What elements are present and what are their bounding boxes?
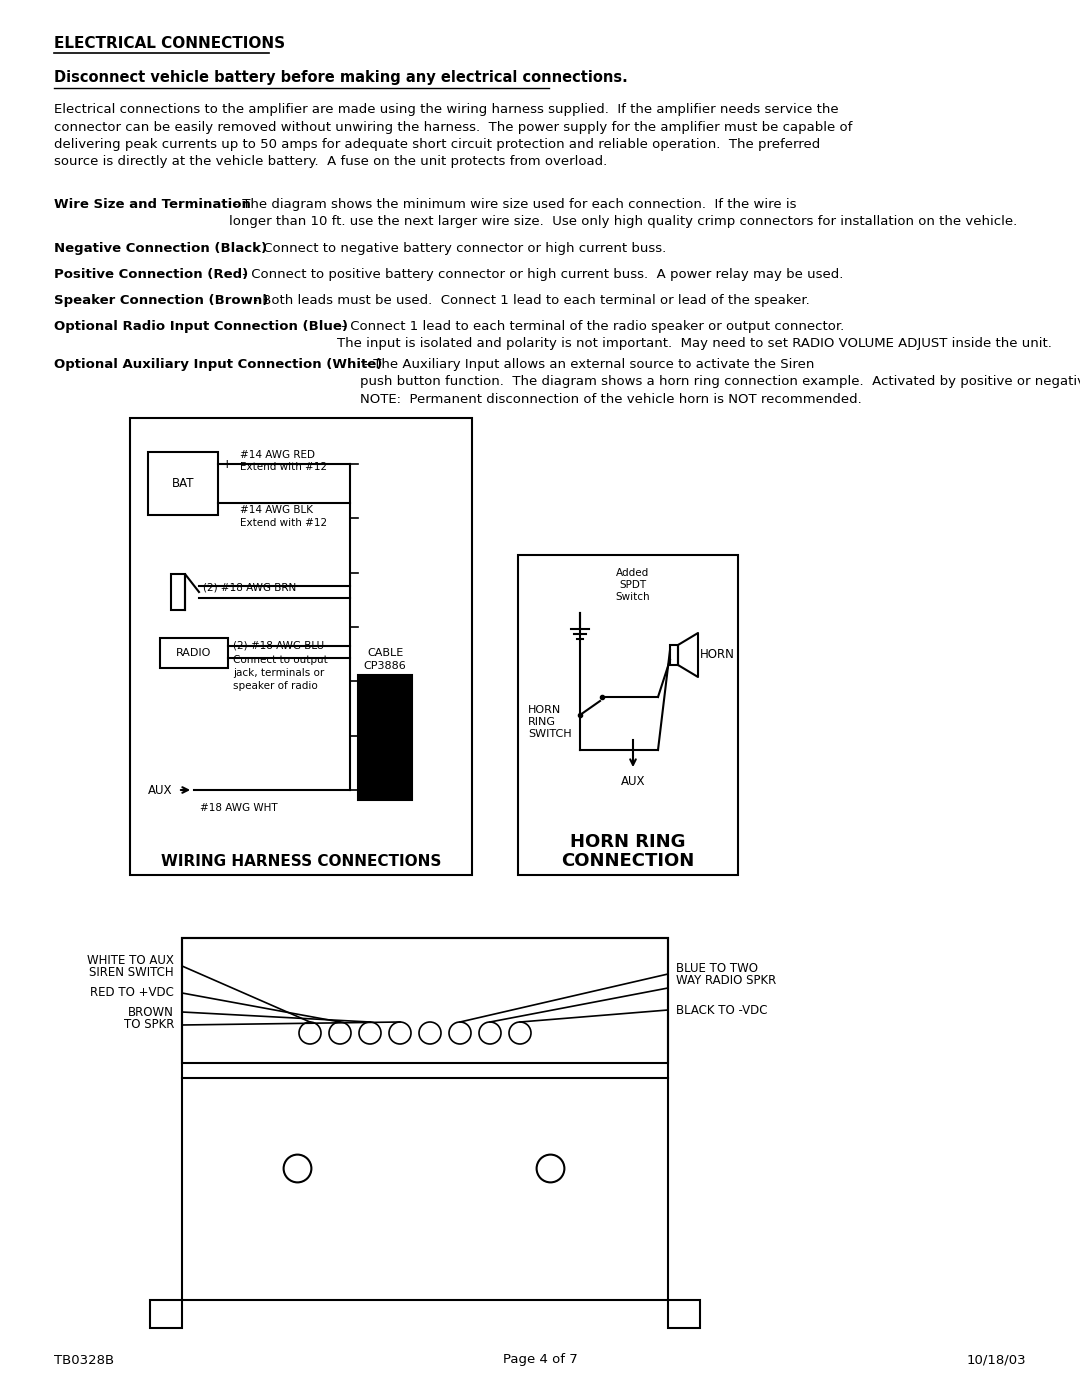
Text: #14 AWG RED: #14 AWG RED: [240, 450, 315, 460]
Text: Speaker Connection (Brown): Speaker Connection (Brown): [54, 293, 268, 307]
Bar: [183, 937, 669, 1063]
Bar: [670, 645, 678, 665]
Text: SIREN SWITCH: SIREN SWITCH: [90, 967, 174, 979]
Text: Optional Radio Input Connection (Blue): Optional Radio Input Connection (Blue): [54, 320, 348, 332]
Text: AUX: AUX: [148, 784, 173, 796]
Text: CONNECTION: CONNECTION: [562, 852, 694, 870]
Text: SPDT: SPDT: [620, 580, 647, 590]
Text: SWITCH: SWITCH: [528, 729, 571, 739]
Text: WHITE TO AUX: WHITE TO AUX: [87, 954, 174, 967]
Text: TO SPKR: TO SPKR: [123, 1018, 174, 1031]
Text: Extend with #12: Extend with #12: [240, 518, 327, 528]
Text: (2) #18 AWG BRN: (2) #18 AWG BRN: [203, 583, 296, 592]
Text: - The Auxiliary Input allows an external source to activate the Siren
push butto: - The Auxiliary Input allows an external…: [360, 358, 1080, 407]
Text: Added: Added: [617, 569, 650, 578]
Text: (2) #18 AWG BLU: (2) #18 AWG BLU: [233, 641, 324, 651]
Text: BLUE TO TWO: BLUE TO TWO: [676, 961, 758, 975]
Text: speaker of radio: speaker of radio: [233, 680, 318, 692]
Text: CABLE: CABLE: [367, 648, 403, 658]
Bar: [130, 418, 472, 875]
Text: Positive Connection (Red): Positive Connection (Red): [54, 268, 248, 281]
Text: Negative Connection (Black): Negative Connection (Black): [54, 242, 267, 256]
Text: AUX: AUX: [621, 775, 645, 788]
Text: HORN RING: HORN RING: [570, 833, 686, 851]
Text: BAT: BAT: [172, 476, 194, 490]
Bar: [171, 574, 185, 610]
Text: Optional Auxiliary Input Connection (White): Optional Auxiliary Input Connection (Whi…: [54, 358, 382, 372]
Text: #18 AWG WHT: #18 AWG WHT: [200, 803, 278, 813]
Text: - Connect to negative battery connector or high current buss.: - Connect to negative battery connector …: [249, 242, 666, 256]
Text: 10/18/03: 10/18/03: [967, 1354, 1026, 1366]
Text: - Connect to positive battery connector or high current buss.  A power relay may: - Connect to positive battery connector …: [238, 268, 843, 281]
Text: - Both leads must be used.  Connect 1 lead to each terminal or lead of the speak: - Both leads must be used. Connect 1 lea…: [249, 293, 810, 307]
Text: - Connect 1 lead to each terminal of the radio speaker or output connector.
The : - Connect 1 lead to each terminal of the…: [337, 320, 1052, 351]
Text: RED TO +VDC: RED TO +VDC: [90, 986, 174, 999]
Text: ELECTRICAL CONNECTIONS: ELECTRICAL CONNECTIONS: [54, 36, 285, 52]
Bar: [669, 1301, 700, 1329]
Text: - The diagram shows the minimum wire size used for each connection.  If the wire: - The diagram shows the minimum wire siz…: [229, 198, 1017, 229]
Text: HORN: HORN: [700, 648, 734, 662]
Text: +: +: [222, 457, 232, 471]
Text: TB0328B: TB0328B: [54, 1354, 114, 1366]
Text: HORN: HORN: [528, 705, 562, 715]
Bar: [148, 453, 218, 515]
Text: Switch: Switch: [616, 592, 650, 602]
Bar: [160, 638, 228, 668]
Text: Extend with #12: Extend with #12: [240, 462, 327, 472]
Text: jack, terminals or: jack, terminals or: [233, 668, 324, 678]
Text: Wire Size and Termination: Wire Size and Termination: [54, 198, 251, 211]
Text: Electrical connections to the amplifier are made using the wiring harness suppli: Electrical connections to the amplifier …: [54, 103, 852, 169]
Text: WIRING HARNESS CONNECTIONS: WIRING HARNESS CONNECTIONS: [161, 854, 442, 869]
Bar: [357, 675, 411, 800]
Text: WAY RADIO SPKR: WAY RADIO SPKR: [676, 975, 777, 988]
Text: Disconnect vehicle battery before making any electrical connections.: Disconnect vehicle battery before making…: [54, 70, 627, 85]
Text: RADIO: RADIO: [176, 648, 212, 658]
Text: RING: RING: [528, 717, 556, 726]
Text: Connect to output: Connect to output: [233, 655, 327, 665]
Text: Page 4 of 7: Page 4 of 7: [502, 1354, 578, 1366]
Text: -: -: [222, 496, 227, 510]
Bar: [150, 1301, 183, 1329]
Bar: [518, 555, 738, 875]
Text: #14 AWG BLK: #14 AWG BLK: [240, 504, 313, 515]
Text: CP3886: CP3886: [364, 661, 406, 671]
Text: BLACK TO -VDC: BLACK TO -VDC: [676, 1003, 768, 1017]
Text: BROWN: BROWN: [129, 1006, 174, 1018]
Bar: [183, 937, 669, 1301]
